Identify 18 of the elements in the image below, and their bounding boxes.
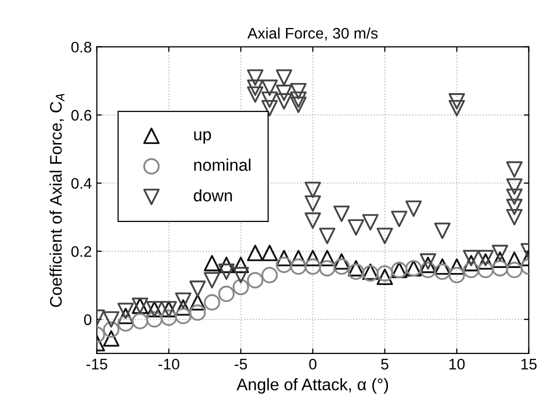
y-tick-label: 0.8 <box>71 42 92 53</box>
x-tick-label: 0 <box>309 358 316 370</box>
y-tick-label: 0 <box>84 314 92 326</box>
x-tick-label: -10 <box>158 358 180 370</box>
x-axis-title: Angle of Attack, α (°) <box>236 378 388 394</box>
x-tick-label: -15 <box>86 358 108 370</box>
legend-label: up <box>194 131 211 144</box>
y-axis-title: Coefficient of Axial Force, C$_{A}$ <box>50 94 64 307</box>
x-tick-label: 5 <box>381 358 388 370</box>
y-tick-label: 0.4 <box>71 178 92 189</box>
x-tick-label: 10 <box>449 358 465 370</box>
y-tick-label: 0.2 <box>71 246 92 257</box>
x-tick-label: 15 <box>521 358 537 370</box>
chart-title: Axial Force, 30 m/s <box>247 27 378 40</box>
y-tick-label: 0.6 <box>71 110 92 121</box>
x-tick-label: -5 <box>234 358 247 370</box>
legend-label: nominal <box>194 158 250 171</box>
legend-label: down <box>194 189 232 202</box>
